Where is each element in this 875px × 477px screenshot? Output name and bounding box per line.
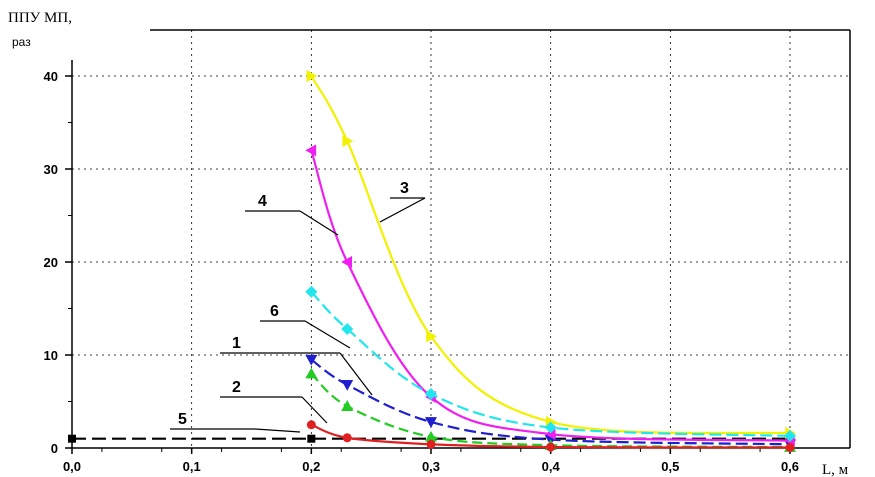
callout-label: 1 (232, 335, 241, 352)
data-point (307, 434, 316, 443)
callout-5: 5 (170, 411, 301, 433)
callout-2: 2 (220, 379, 328, 424)
data-point (785, 443, 795, 453)
series-line (310, 150, 791, 442)
data-point (341, 400, 354, 411)
callout-label: 4 (258, 193, 267, 210)
data-point (306, 70, 318, 82)
x-tick-label: 0,1 (183, 459, 201, 474)
callout-leader (379, 197, 426, 223)
x-tick-label: 0,2 (302, 459, 320, 474)
series-3 (306, 70, 796, 440)
x-tick-label: 0,4 (542, 459, 561, 474)
callout-6: 6 (260, 303, 351, 349)
series-5 (306, 420, 795, 453)
data-point (305, 354, 318, 366)
series-6 (305, 285, 796, 442)
x-tick-label: 0,0 (63, 459, 81, 474)
data-point (342, 433, 352, 443)
x-tick-label: 0,6 (781, 459, 799, 474)
y-tick-label: 20 (44, 255, 58, 270)
x-axis-title: L, м (822, 462, 849, 477)
axes: 0,0 0,1 0,2 0,3 0,4 0,5 0,6 0 10 20 30 40 (44, 29, 851, 474)
y-tick-label: 0 (51, 441, 58, 456)
callout-leader (304, 320, 351, 349)
data-point (306, 420, 316, 430)
data-point (305, 367, 318, 379)
y-axis-unit: раз (12, 35, 31, 49)
grid (72, 30, 850, 448)
callout-leader (254, 428, 301, 433)
data-point (784, 429, 796, 442)
y-tick-label: 40 (44, 69, 58, 84)
data-point (544, 421, 557, 434)
callout-label: 2 (232, 379, 241, 396)
data-point (426, 330, 437, 343)
data-point (342, 135, 354, 148)
callout-label: 6 (270, 303, 279, 320)
data-point (68, 434, 76, 443)
callout-1: 1 (220, 335, 373, 396)
callout-leader (299, 210, 339, 236)
callout-3: 3 (379, 180, 426, 223)
callouts: 1 2 3 4 5 6 (170, 180, 426, 433)
data-point (341, 379, 354, 391)
x-tick-label: 0,5 (661, 459, 679, 474)
y-axis-title: ППУ МП, (8, 10, 72, 26)
series-group (68, 70, 796, 453)
data-point (305, 144, 317, 157)
data-point (426, 439, 436, 449)
callout-label: 5 (178, 411, 187, 428)
data-point (341, 256, 353, 268)
callout-leader (301, 396, 328, 424)
callout-4: 4 (245, 193, 339, 236)
y-tick-label: 10 (44, 348, 58, 363)
data-point (305, 285, 318, 298)
x-tick-label: 0,3 (422, 459, 440, 474)
data-point (546, 442, 556, 452)
data-point (341, 322, 354, 335)
axis-labels: ППУ МП, раз L, м (8, 10, 849, 477)
data-point (425, 388, 437, 401)
callout-leader (339, 352, 373, 396)
data-point (425, 417, 437, 428)
callout-label: 3 (400, 180, 409, 197)
y-tick-label: 30 (44, 162, 58, 177)
data-point (425, 430, 437, 442)
